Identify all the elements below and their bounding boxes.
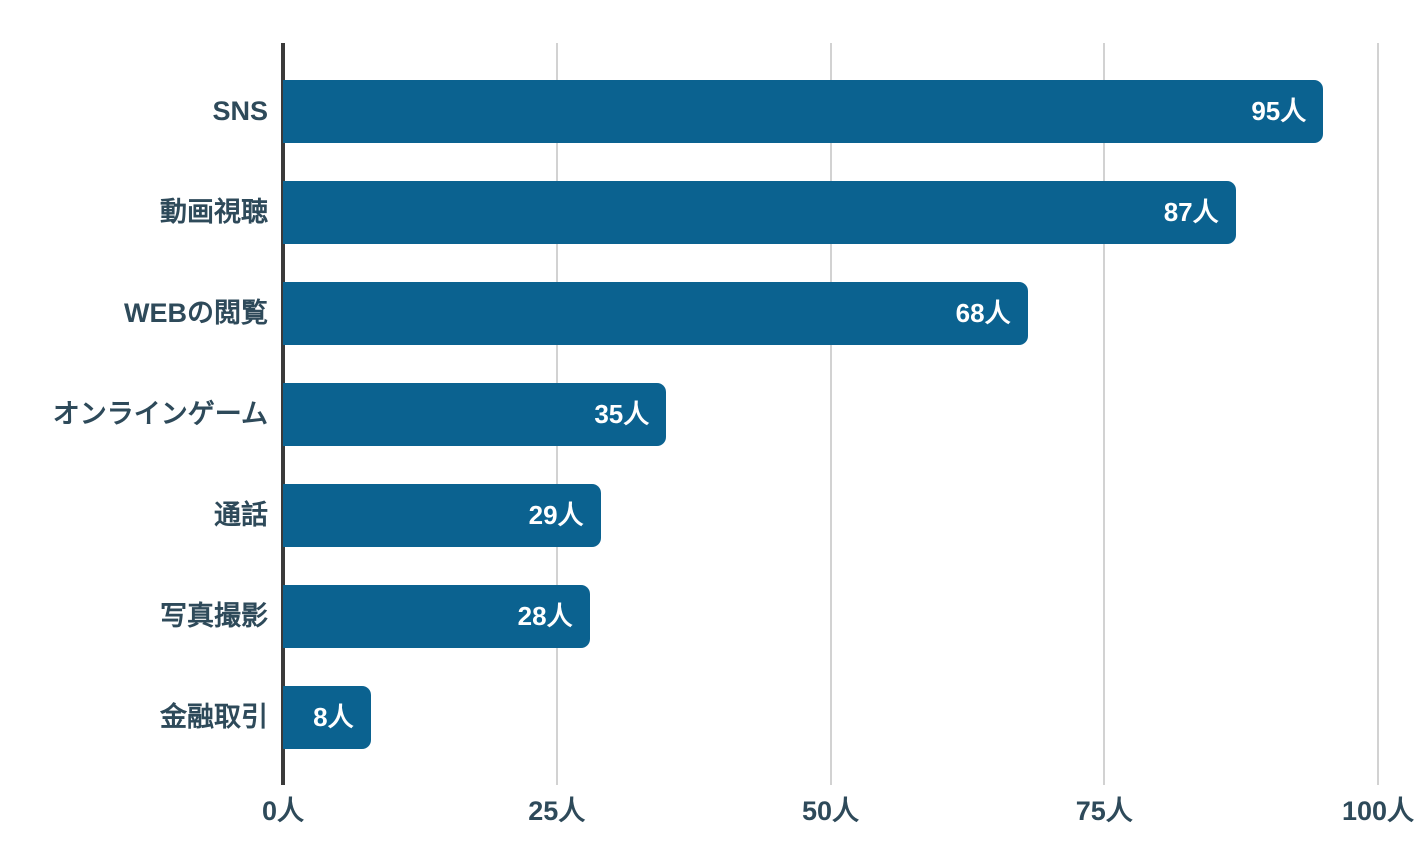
x-axis-tick-label: 0人 [261, 796, 305, 826]
x-axis-tick-label: 25人 [528, 796, 586, 826]
bar-value-label: 8人 [313, 702, 354, 732]
plot-area: 95人 87人 68人 35人 29人 28人 8人 [281, 43, 1379, 785]
category-label: 動画視聴 [160, 197, 268, 227]
category-label: 通話 [214, 500, 268, 530]
bar: 68人 [283, 282, 1028, 345]
x-axis-tick-label: 75人 [1075, 796, 1133, 826]
gridline [1103, 43, 1106, 785]
category-label: WEBの閲覧 [124, 298, 268, 328]
bar-value-label: 68人 [955, 298, 1011, 328]
bar: 87人 [283, 181, 1236, 244]
bar-value-label: 87人 [1163, 197, 1219, 227]
bar: 8人 [283, 686, 371, 749]
category-label: 写真撮影 [160, 601, 268, 631]
gridline [829, 43, 832, 785]
bar: 95人 [283, 80, 1324, 143]
category-label: SNS [212, 96, 268, 126]
bar-value-label: 35人 [594, 399, 650, 429]
bar-value-label: 29人 [528, 500, 584, 530]
bar-value-label: 95人 [1251, 96, 1307, 126]
gridline [1377, 43, 1379, 785]
bar: 29人 [283, 484, 601, 547]
bar: 35人 [283, 383, 667, 446]
category-label: オンラインゲーム [52, 399, 268, 429]
category-label: 金融取引 [160, 702, 268, 732]
bar-value-label: 28人 [517, 601, 573, 631]
x-axis-tick-label: 50人 [801, 796, 860, 826]
x-axis-tick-label: 100人 [1341, 796, 1415, 826]
bar: 28人 [283, 585, 590, 648]
